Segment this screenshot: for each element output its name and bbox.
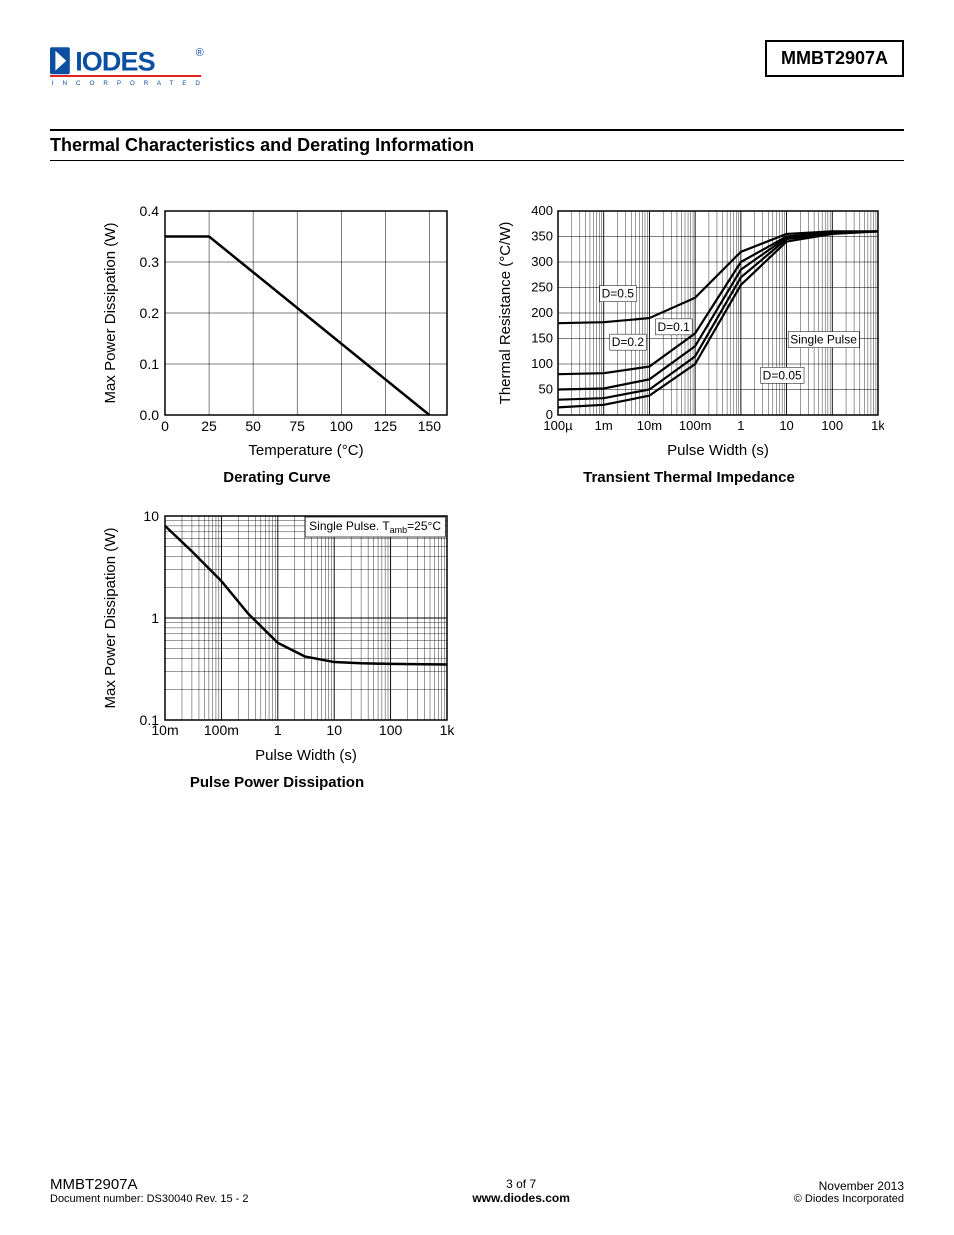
svg-text:I N C O R P O R A T E D: I N C O R P O R A T E D [52,80,204,87]
chart2-title: Transient Thermal Impedance [583,469,795,486]
svg-text:125: 125 [374,418,398,434]
svg-text:Max Power Dissipation (W): Max Power Dissipation (W) [102,528,119,709]
svg-text:200: 200 [531,305,553,320]
footer-left: MMBT2907A Document number: DS30040 Rev. … [50,1176,249,1205]
svg-text:0.4: 0.4 [140,203,160,219]
part-number-box: MMBT2907A [765,40,904,77]
svg-text:1: 1 [274,722,282,738]
footer-date: November 2013 [794,1179,904,1193]
svg-text:0.3: 0.3 [140,254,160,270]
svg-text:0.1: 0.1 [140,712,160,728]
svg-text:25: 25 [201,418,217,434]
svg-text:75: 75 [289,418,305,434]
svg-text:100: 100 [821,418,843,433]
svg-text:250: 250 [531,280,553,295]
diodes-logo: IODES ® I N C O R P O R A T E D [50,40,230,99]
svg-text:Max Power Dissipation (W): Max Power Dissipation (W) [102,223,119,404]
svg-text:100: 100 [531,356,553,371]
svg-text:10: 10 [779,418,793,433]
footer-doc: Document number: DS30040 Rev. 15 - 2 [50,1193,249,1205]
page-header: IODES ® I N C O R P O R A T E D MMBT2907… [50,40,904,99]
svg-text:D=0.05: D=0.05 [763,368,802,382]
svg-text:D=0.1: D=0.1 [657,320,690,334]
svg-text:IODES: IODES [75,47,155,77]
svg-text:0.1: 0.1 [140,356,160,372]
svg-text:50: 50 [245,418,261,434]
svg-text:0.0: 0.0 [140,407,160,423]
svg-text:D=0.2: D=0.2 [612,335,645,349]
svg-text:400: 400 [531,203,553,218]
svg-text:D=0.5: D=0.5 [602,287,635,301]
svg-text:1: 1 [151,610,159,626]
svg-text:0: 0 [546,407,553,422]
svg-text:Pulse Width (s): Pulse Width (s) [255,747,357,764]
svg-text:10: 10 [143,508,159,524]
svg-text:150: 150 [531,331,553,346]
chart3-title: Pulse Power Dissipation [190,774,364,791]
footer-right: November 2013 © Diodes Incorporated [794,1179,904,1205]
svg-text:0.2: 0.2 [140,305,160,321]
svg-text:0: 0 [161,418,169,434]
section-title: Thermal Characteristics and Derating Inf… [50,129,904,161]
svg-text:50: 50 [539,382,553,397]
svg-text:Single Pulse: Single Pulse [790,333,857,347]
footer-copy: © Diodes Incorporated [794,1193,904,1205]
svg-text:100: 100 [330,418,354,434]
page-footer: MMBT2907A Document number: DS30040 Rev. … [50,1176,904,1205]
svg-text:Single Pulse. Tamb=25°C: Single Pulse. Tamb=25°C [309,519,441,535]
svg-text:100m: 100m [679,418,712,433]
svg-text:100: 100 [379,722,403,738]
svg-text:1m: 1m [595,418,613,433]
svg-text:150: 150 [418,418,442,434]
chart-transient: 100µ1m10m100m1101001k0501001502002503003… [494,201,884,486]
footer-url: www.diodes.com [249,1191,794,1205]
svg-text:10m: 10m [637,418,662,433]
svg-text:1: 1 [737,418,744,433]
charts-grid: 02550751001251500.00.10.20.30.4Temperatu… [50,201,904,791]
svg-text:Thermal Resistance (°C/W): Thermal Resistance (°C/W) [497,222,514,405]
chart-pulse-power: 10m100m1101001k0.1110Pulse Width (s)Max … [90,506,464,791]
svg-text:Pulse Width (s): Pulse Width (s) [667,442,769,459]
chart1-title: Derating Curve [223,469,331,486]
svg-text:1k: 1k [871,418,884,433]
svg-text:1k: 1k [440,722,456,738]
svg-text:300: 300 [531,254,553,269]
footer-page: 3 of 7 [249,1177,794,1191]
svg-text:®: ® [196,47,204,59]
footer-part: MMBT2907A [50,1176,249,1193]
footer-center: 3 of 7 www.diodes.com [249,1177,794,1205]
svg-text:350: 350 [531,229,553,244]
svg-text:100m: 100m [204,722,239,738]
chart-derating: 0 25 50 75 100 125 150 0.0 0.1 0.2 0.3 0.4 Temperatu… [90,201,464,486]
svg-text:10: 10 [326,722,342,738]
svg-text:Temperature (°C): Temperature (°C) [248,442,363,459]
